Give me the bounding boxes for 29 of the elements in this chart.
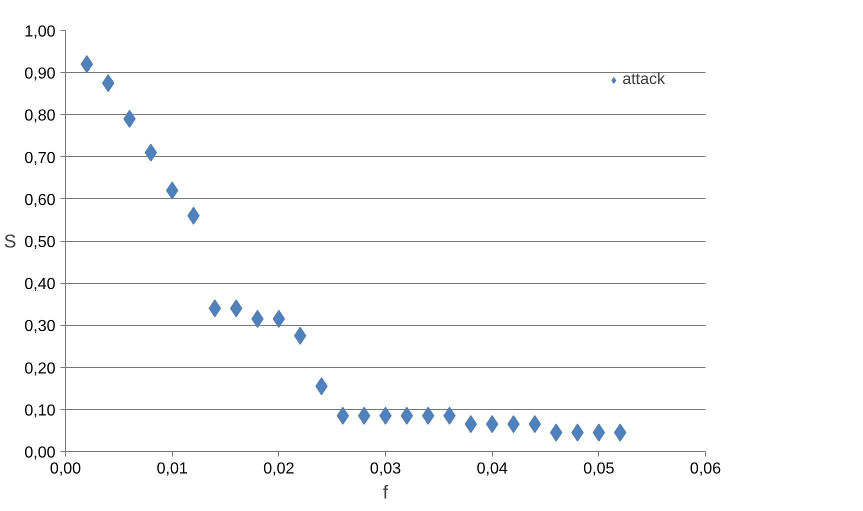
y-tick-label: 0,90 <box>24 66 56 83</box>
x-tick-label: 0,06 <box>690 460 722 478</box>
legend-label: attack <box>622 71 665 89</box>
x-tick-label: 0,05 <box>583 460 615 478</box>
point <box>443 406 456 425</box>
point <box>315 377 328 396</box>
y-axis-title: S <box>4 230 16 252</box>
y-tick-label: 0,30 <box>24 318 56 336</box>
point <box>507 415 520 434</box>
point <box>187 206 200 225</box>
y-tick-label: 0,50 <box>24 234 56 251</box>
point <box>251 310 264 328</box>
y-tick-label: 0,40 <box>24 276 56 294</box>
x-tick-label: 0,03 <box>370 460 402 478</box>
point <box>379 406 392 425</box>
y-tick-label: 0,70 <box>24 150 56 167</box>
y-tick-label: 0,80 <box>24 108 56 125</box>
x-tick-label: 0,04 <box>476 460 508 478</box>
y-tick-label: 1,00 <box>24 24 56 40</box>
point <box>123 110 136 128</box>
y-tick-label: 0,00 <box>24 444 56 462</box>
point <box>571 424 584 442</box>
x-axis-title: f <box>382 482 389 502</box>
y-tick-label: 0,60 <box>24 192 56 209</box>
x-tick-label: 0,02 <box>263 460 295 478</box>
y-tick-label: 0,20 <box>24 360 56 378</box>
x-tick-label: 0,01 <box>156 460 188 478</box>
y-tick-label: 0,10 <box>24 402 56 420</box>
x-tick-label: 0,00 <box>50 460 82 478</box>
